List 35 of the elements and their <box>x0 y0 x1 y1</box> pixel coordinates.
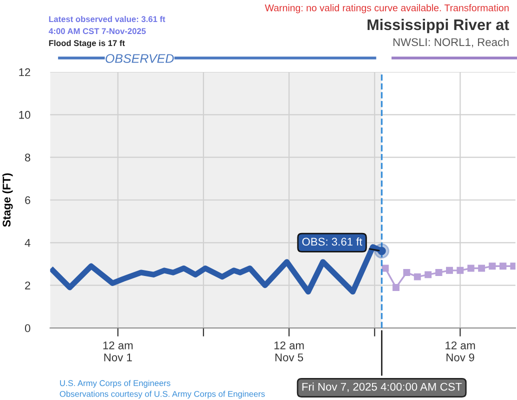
chart-title: Mississippi River at <box>368 18 510 34</box>
text: Flood Stage is 17 ft <box>49 40 125 48</box>
y-tick-label: 0 <box>24 324 30 332</box>
chart-subtitle: NWSLI: NORL1, Reach <box>393 38 509 48</box>
point <box>382 264 389 272</box>
point <box>374 243 390 259</box>
point <box>478 264 486 272</box>
y-tick-label: 4 <box>24 239 30 247</box>
point <box>446 266 453 274</box>
point <box>435 269 442 276</box>
text: Latest observed value: 3.61 ft <box>49 16 166 22</box>
x-tick-label: 12 am Nov 1 <box>103 341 133 362</box>
y-tick-label: 2 <box>25 282 30 290</box>
y-tick-label: 6 <box>25 196 30 204</box>
point <box>456 266 464 274</box>
x-tick-label: 12 am Nov 5 <box>274 341 304 362</box>
point <box>403 269 410 276</box>
text: OBSERVED <box>106 54 174 63</box>
text: U.S. Army Corps of Engineers <box>60 380 170 388</box>
y-axis-title: Stage (FT) <box>2 173 13 227</box>
point <box>392 284 400 291</box>
text: 4:00 AM CST 7-Nov-2025 <box>48 28 146 34</box>
point <box>414 273 421 280</box>
point <box>488 262 496 270</box>
x-tick-label: 12 am Nov 9 <box>446 341 475 362</box>
y-tick-label: 10 <box>19 110 30 119</box>
point <box>499 262 506 270</box>
annotation: OBS: 3.61 ft <box>302 237 362 246</box>
point <box>467 264 474 272</box>
text: Observations courtesy of U.S. Army Corps of Engineers <box>60 390 265 399</box>
point <box>424 271 432 278</box>
text: Warning: no valid ratings curve available. Transformation <box>264 4 509 14</box>
annotation: Fri Nov 7, 2025 4:00:00 AM CST <box>302 382 462 392</box>
y-tick-label: 8 <box>25 154 30 162</box>
y-tick-label: 12 <box>19 68 30 76</box>
